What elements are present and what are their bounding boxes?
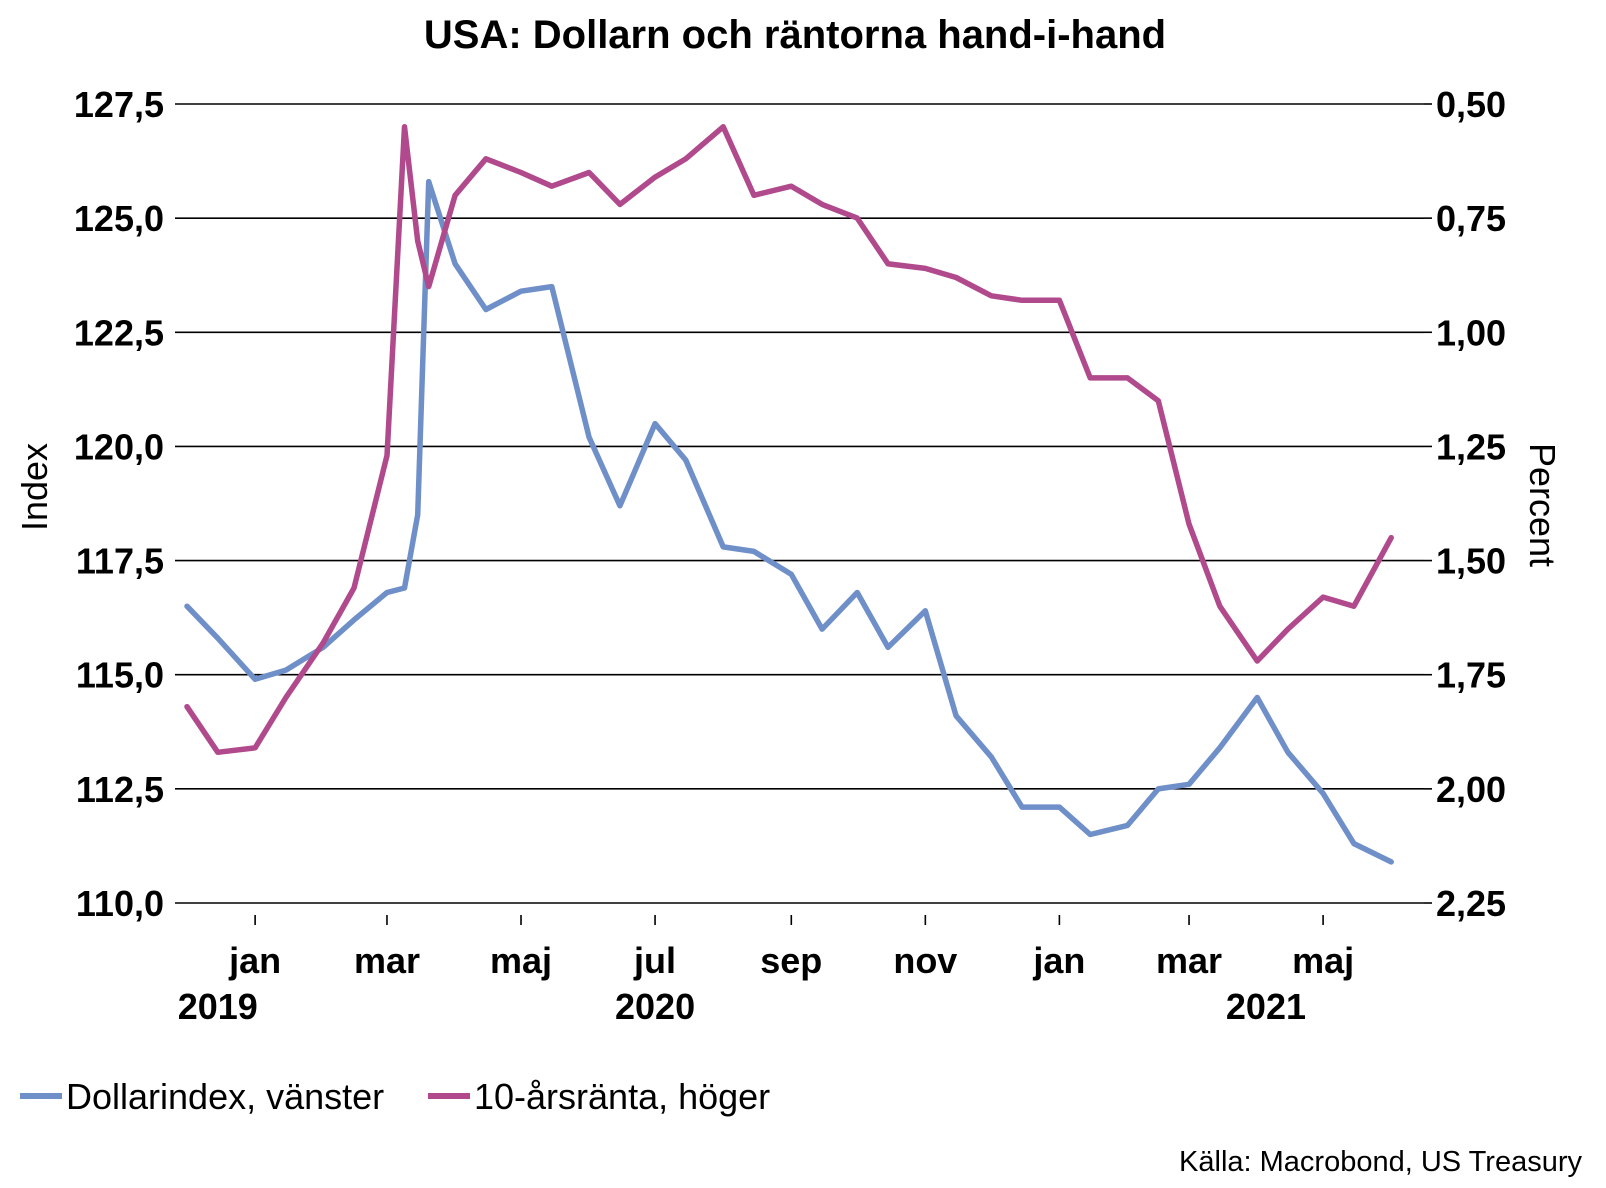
x-tick-label: jan xyxy=(228,940,281,981)
x-tick-label: mar xyxy=(1156,940,1222,981)
left-tick-label: 110,0 xyxy=(76,883,164,924)
right-axis-title: Percent xyxy=(1522,443,1563,567)
left-tick-label: 117,5 xyxy=(76,541,164,582)
legend-label-ranta: 10-årsränta, höger xyxy=(474,1076,770,1117)
gridlines xyxy=(175,103,1432,904)
x-tick-label: maj xyxy=(490,940,552,981)
x-tick-label: mar xyxy=(354,940,420,981)
year-label: 2021 xyxy=(1226,986,1306,1027)
x-tick-label: jul xyxy=(633,940,676,981)
series-line-dollarindex xyxy=(184,178,1394,865)
chart-title: USA: Dollarn och räntorna hand-i-hand xyxy=(424,13,1166,57)
left-axis-ticks: 127,5 125,0 122,5 120,0 117,5 115,0 112,5 110,0 xyxy=(74,84,164,924)
legend: Dollarindex, vänster 10-årsränta, höger xyxy=(20,1076,770,1117)
right-tick-label: 0,75 xyxy=(1436,198,1506,239)
series-line-ranta xyxy=(184,124,1394,756)
right-tick-label: 2,25 xyxy=(1436,883,1506,924)
x-tick-label: jan xyxy=(1032,940,1085,981)
right-tick-label: 1,00 xyxy=(1436,312,1506,353)
year-label: 2020 xyxy=(615,986,695,1027)
right-tick-label: 2,00 xyxy=(1436,769,1506,810)
left-tick-label: 122,5 xyxy=(74,312,164,353)
left-axis-title: Index xyxy=(14,443,55,531)
left-tick-label: 115,0 xyxy=(76,655,164,696)
left-tick-label: 127,5 xyxy=(74,84,164,125)
x-tick-label: sep xyxy=(760,940,822,981)
legend-label-dollarindex: Dollarindex, vänster xyxy=(66,1076,384,1117)
left-tick-label: 125,0 xyxy=(74,198,164,239)
right-tick-label: 0,50 xyxy=(1436,84,1506,125)
right-tick-label: 1,75 xyxy=(1436,655,1506,696)
series-lines xyxy=(184,124,1394,865)
left-tick-label: 120,0 xyxy=(74,426,164,467)
right-tick-label: 1,25 xyxy=(1436,426,1506,467)
left-tick-label: 112,5 xyxy=(76,769,164,810)
x-tick-label: nov xyxy=(893,940,957,981)
right-tick-label: 1,50 xyxy=(1436,541,1506,582)
x-tick-label: maj xyxy=(1292,940,1354,981)
source-note: Källa: Macrobond, US Treasury xyxy=(1179,1146,1582,1178)
year-label: 2019 xyxy=(178,986,258,1027)
right-axis-ticks: 0,50 0,75 1,00 1,25 1,50 1,75 2,00 2,25 xyxy=(1436,84,1506,924)
x-axis: jan mar maj jul sep nov jan mar maj 2019 2020 2021 xyxy=(178,915,1354,1027)
